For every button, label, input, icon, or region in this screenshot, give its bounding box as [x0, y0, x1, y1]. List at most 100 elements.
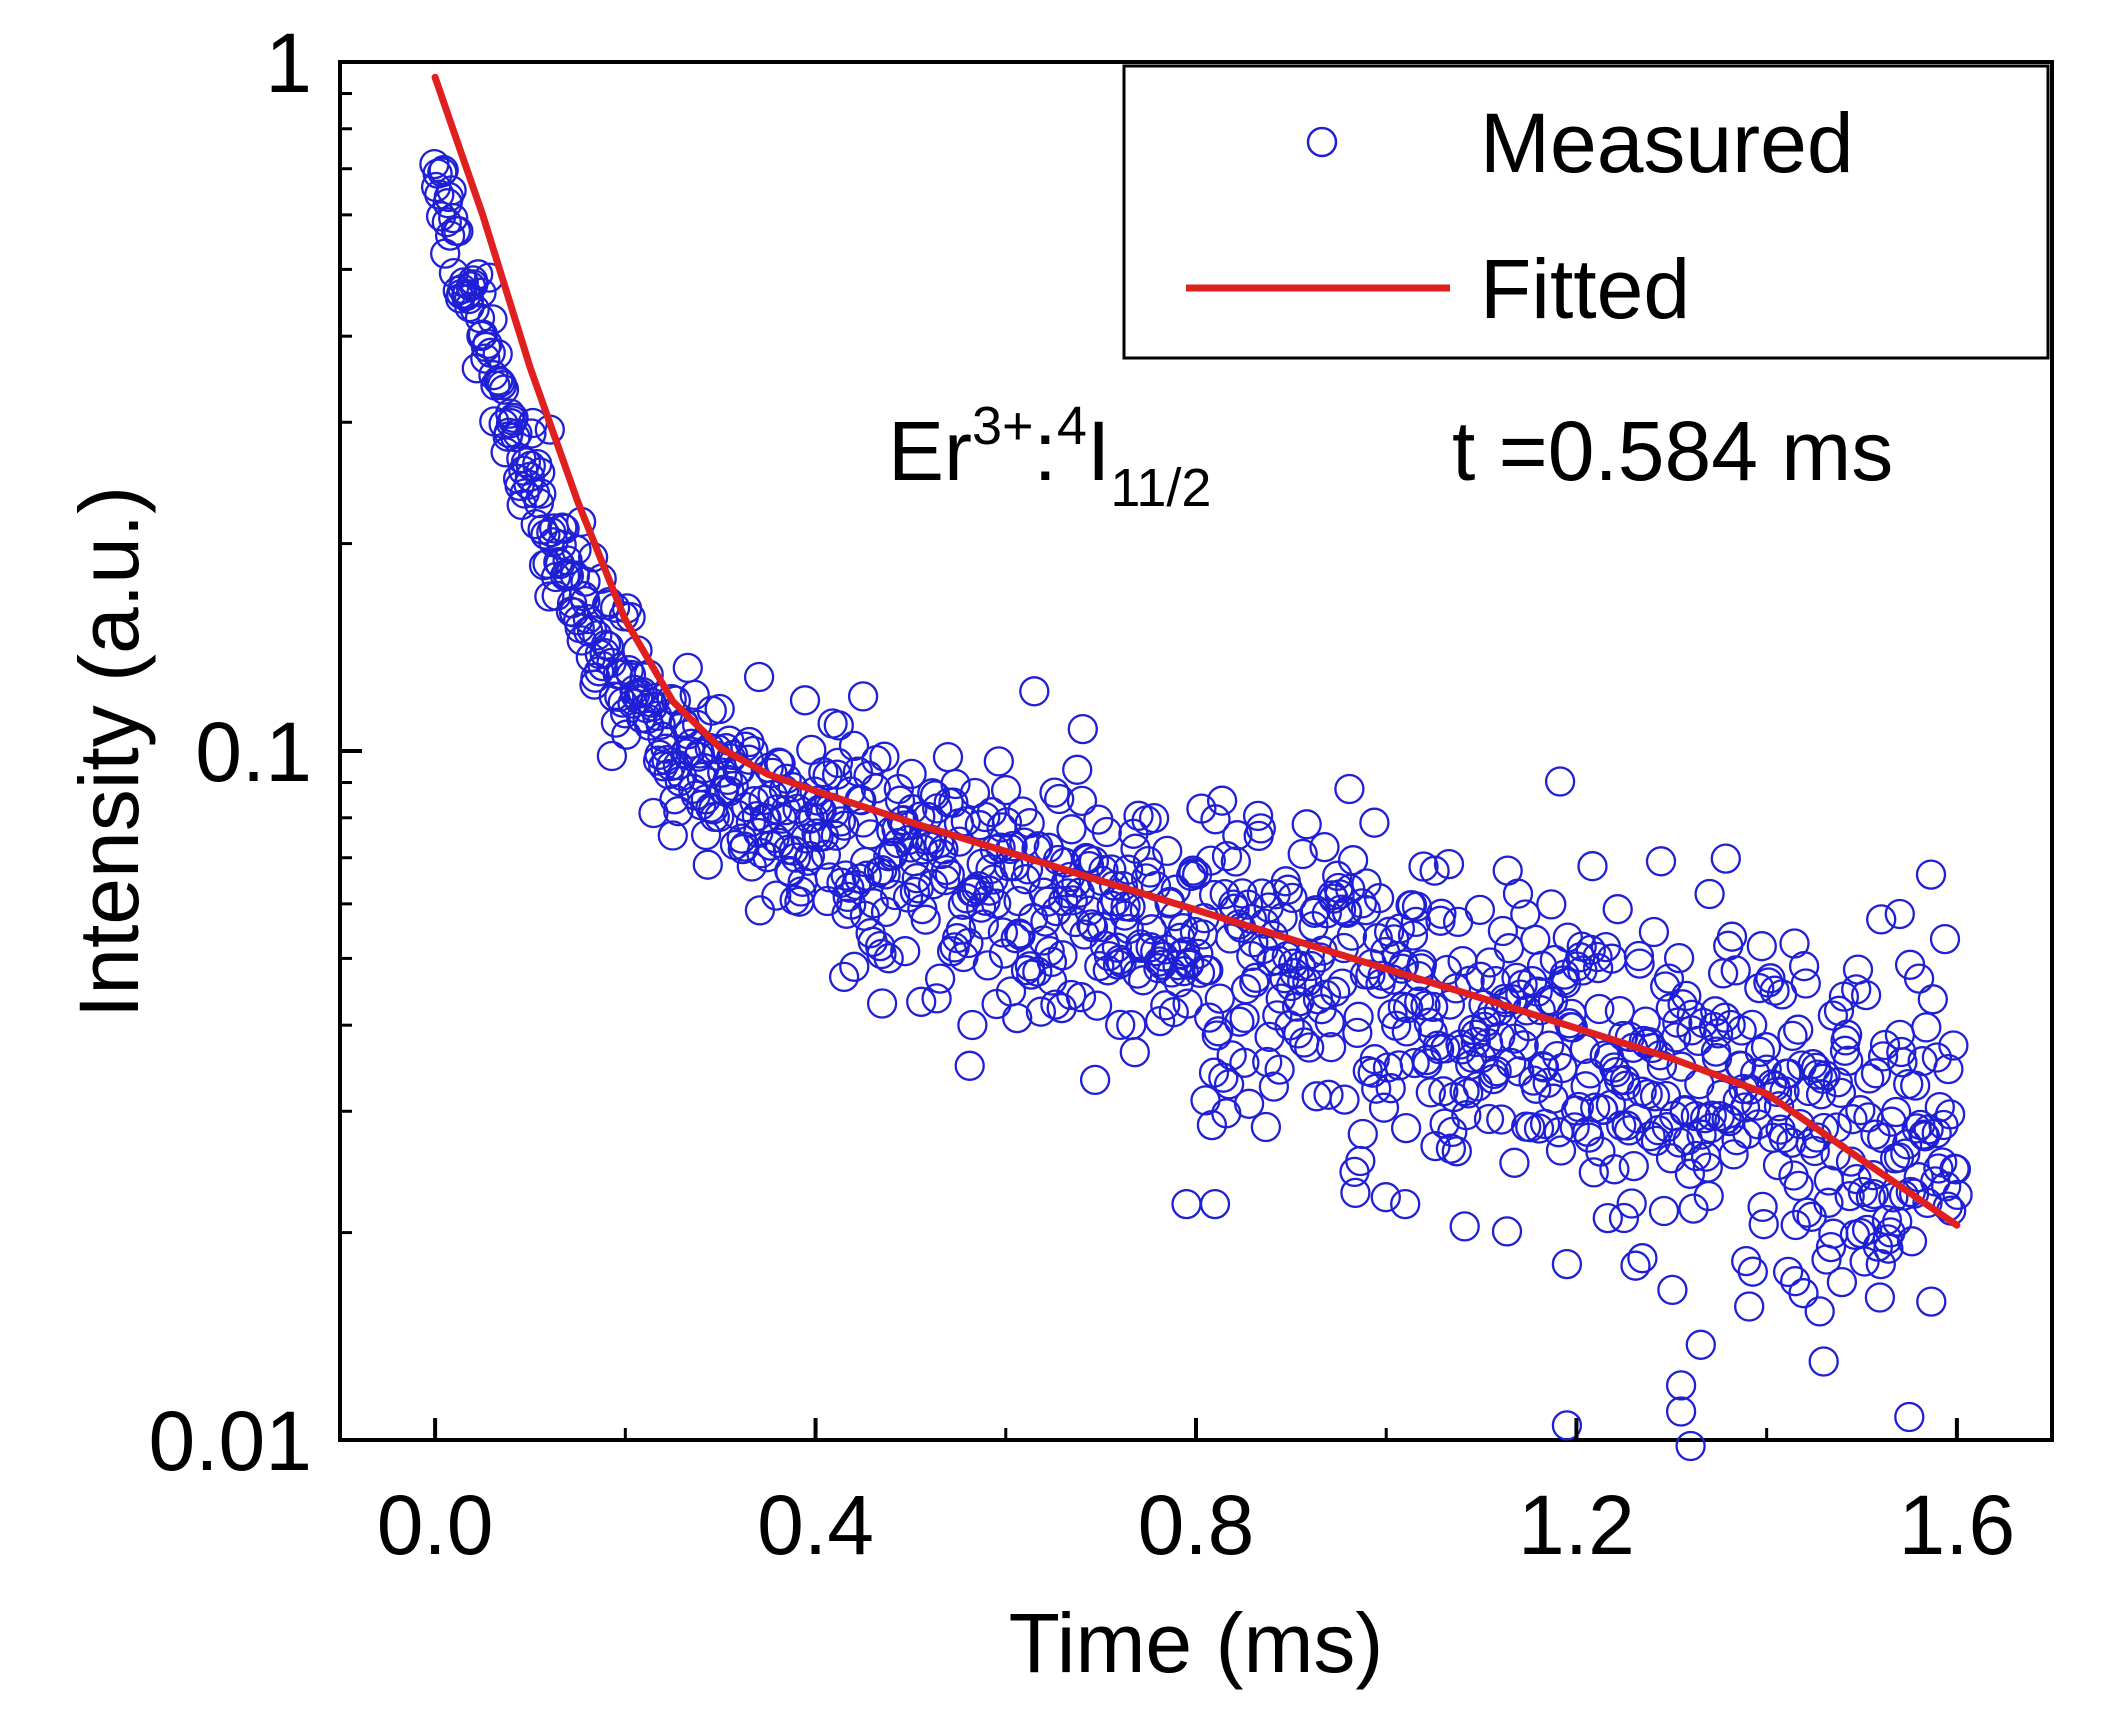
measured-point: [1230, 974, 1262, 1005]
measured-point: [1869, 1029, 1901, 1061]
measured-point: [1167, 913, 1199, 944]
measured-point: [1481, 1056, 1512, 1087]
measured-point: [1501, 962, 1532, 994]
measured-point: [1842, 954, 1874, 985]
measured-point: [1314, 1007, 1345, 1038]
measured-point: [1737, 1256, 1768, 1287]
measured-point: [1449, 1211, 1480, 1242]
measured-point: [526, 478, 557, 509]
measured-point: [1211, 841, 1243, 872]
measured-point: [1813, 1187, 1844, 1218]
measured-point: [839, 951, 870, 982]
measured-point: [1431, 954, 1463, 986]
measured-point: [1112, 854, 1144, 885]
x-tick-label: 1.2: [1518, 1478, 1635, 1572]
measured-point: [1056, 979, 1087, 1011]
measured-point: [896, 758, 927, 790]
measured-point: [1014, 951, 1046, 982]
measured-point: [1426, 898, 1457, 929]
measured-point: [1694, 878, 1725, 910]
lifetime-annotation: Er3+:4I11/2 t =0.584 ms: [888, 396, 1893, 518]
measured-point: [1854, 1063, 1885, 1094]
measured-point: [648, 751, 679, 782]
measured-point: [1508, 1030, 1539, 1061]
measured-point: [1732, 1118, 1763, 1149]
measured-point: [1867, 1041, 1899, 1072]
measured-point: [1772, 1256, 1804, 1288]
measured-point: [1834, 1180, 1865, 1212]
level-letter: I: [1087, 404, 1110, 498]
measured-point: [534, 581, 565, 612]
measured-point: [1005, 920, 1036, 951]
measured-point: [808, 757, 839, 788]
measured-point: [1437, 1116, 1468, 1148]
measured-point: [823, 710, 854, 741]
measured-point: [1287, 838, 1318, 870]
measured-point: [1242, 800, 1274, 832]
measured-point: [1036, 965, 1068, 996]
measured-point: [1831, 1019, 1863, 1050]
measured-point: [1152, 835, 1183, 867]
measured-point: [1190, 1085, 1221, 1116]
measured-point: [1813, 1165, 1845, 1196]
measured-point: [870, 859, 901, 890]
y-tick-label: 1: [265, 16, 312, 110]
measured-point: [470, 343, 501, 374]
measured-point: [1327, 968, 1358, 999]
measured-point: [1047, 940, 1078, 971]
measured-point: [1711, 1103, 1742, 1134]
legend-measured-marker: [1306, 126, 1338, 158]
measured-point: [1442, 906, 1474, 938]
measured-point: [1648, 1195, 1680, 1227]
measured-point: [570, 585, 601, 617]
measured-point: [1415, 1077, 1446, 1108]
measured-point: [1584, 993, 1615, 1025]
measured-point: [1200, 804, 1231, 835]
measured-point: [796, 734, 827, 766]
measured-point: [1295, 950, 1327, 982]
level-multiplicity: 4: [1057, 396, 1087, 456]
measured-point: [1858, 1178, 1890, 1210]
measured-point: [1264, 1054, 1295, 1085]
measured-point: [498, 402, 529, 434]
legend: Measured Fitted: [1122, 64, 2050, 360]
measured-point: [1233, 1088, 1265, 1119]
measured-point: [1825, 1077, 1857, 1109]
x-tick-label: 0.0: [377, 1478, 494, 1572]
measured-point: [1908, 1119, 1939, 1150]
measured-point: [552, 545, 583, 576]
fitted-curve: [431, 73, 1961, 1229]
measured-point: [1674, 1158, 1706, 1189]
measured-point: [744, 895, 776, 926]
measured-point: [1624, 948, 1655, 979]
measured-point: [1808, 1346, 1839, 1377]
measured-point: [743, 661, 775, 693]
measured-point: [490, 437, 521, 468]
measured-point: [1845, 1095, 1876, 1126]
measured-point: [1487, 915, 1519, 947]
measured-point: [1343, 1001, 1374, 1032]
measured-point: [1370, 1182, 1401, 1213]
measured-point: [1441, 1136, 1472, 1167]
measured-point: [972, 950, 1003, 981]
measured-point: [1101, 932, 1133, 963]
measured-point: [657, 820, 688, 851]
measured-point: [1780, 1209, 1811, 1241]
measured-point: [1744, 972, 1775, 1004]
measured-point: [690, 819, 722, 851]
measured-point: [1222, 820, 1253, 851]
ion-species: Er: [888, 404, 972, 498]
measured-point: [1397, 920, 1429, 951]
measured-point: [1940, 1154, 1972, 1185]
measured-point: [1924, 1091, 1955, 1123]
measured-point: [477, 304, 508, 335]
measured-point: [851, 860, 882, 891]
measured-point: [1915, 859, 1947, 890]
measured-point: [650, 733, 681, 764]
measured-point: [1575, 934, 1606, 966]
measured-point: [847, 681, 879, 712]
measured-point: [1663, 942, 1695, 974]
ion-charge: 3+: [972, 396, 1034, 456]
measured-point: [1076, 909, 1107, 940]
measured-point: [1502, 878, 1534, 909]
